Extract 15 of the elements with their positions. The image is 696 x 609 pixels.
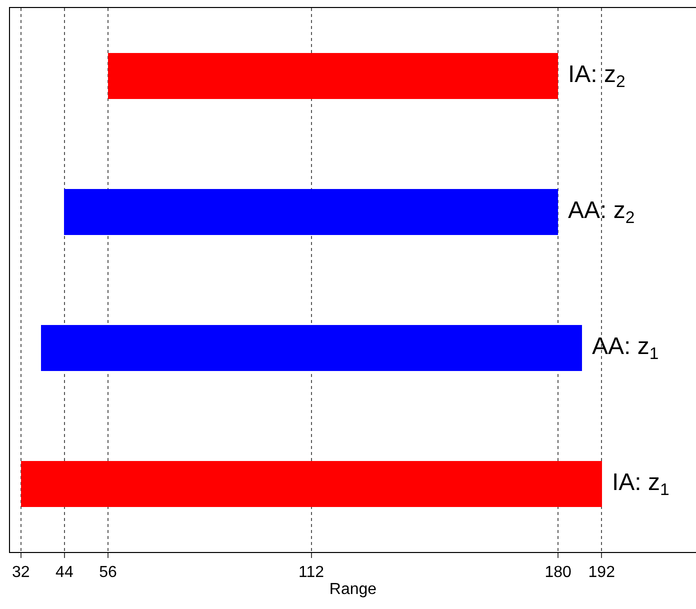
x-axis-title: Range bbox=[329, 580, 377, 598]
y-tick-label: IA: z$_{2}$ bbox=[568, 61, 626, 92]
bar bbox=[41, 325, 582, 371]
bar bbox=[64, 189, 558, 235]
x-tick-label: 32 bbox=[12, 564, 30, 582]
y-tick-label: AA: z$_{1}$ bbox=[592, 333, 659, 364]
y-tick-label: AA: z$_{2}$ bbox=[568, 197, 635, 228]
x-tick-label: 44 bbox=[56, 564, 74, 582]
x-tick-label: 180 bbox=[544, 564, 572, 582]
bar bbox=[21, 461, 602, 507]
x-tick-label: 112 bbox=[298, 564, 324, 582]
y-tick-label: IA: z$_{1}$ bbox=[612, 469, 670, 500]
x-tick-label: 192 bbox=[588, 564, 616, 582]
bar bbox=[108, 53, 558, 99]
x-tick-label: 56 bbox=[99, 564, 117, 582]
